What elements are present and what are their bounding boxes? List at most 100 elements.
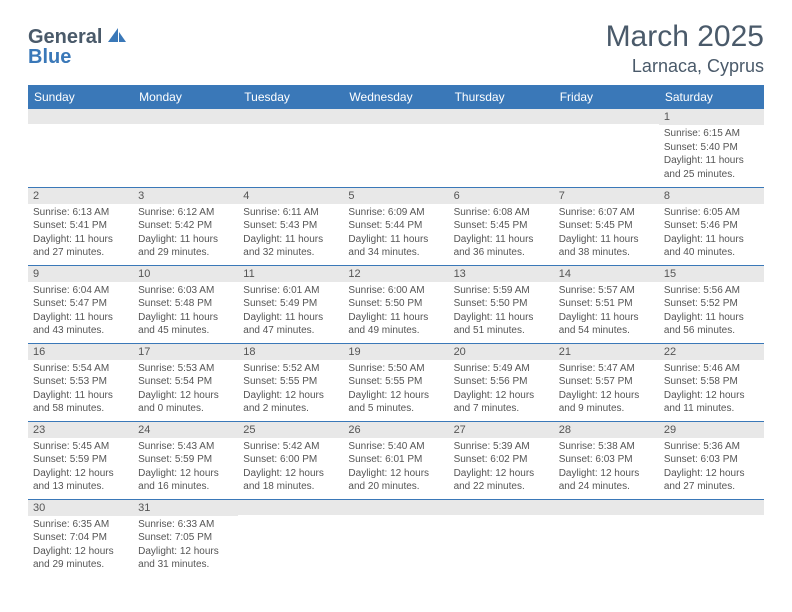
day-detail: Sunrise: 6:12 AMSunset: 5:42 PMDaylight:…: [133, 204, 238, 264]
weekday-header: Tuesday: [238, 85, 343, 109]
day-number: [238, 109, 343, 124]
day-detail-line: Sunrise: 5:36 AM: [664, 440, 759, 454]
logo-text-blue: Blue: [28, 46, 71, 68]
day-detail-line: and 2 minutes.: [243, 402, 338, 416]
day-number: 11: [238, 266, 343, 282]
day-detail-line: and 9 minutes.: [559, 402, 654, 416]
day-number: [133, 109, 238, 124]
day-number: 22: [659, 344, 764, 360]
day-number: 2: [28, 188, 133, 204]
day-detail-line: Sunrise: 5:38 AM: [559, 440, 654, 454]
day-detail-line: Sunset: 5:42 PM: [138, 219, 233, 233]
day-detail-line: Sunset: 7:05 PM: [138, 531, 233, 545]
day-number: [238, 500, 343, 515]
day-detail-line: Daylight: 11 hours: [664, 154, 759, 168]
weekday-header: Thursday: [449, 85, 554, 109]
calendar-day-cell: 9Sunrise: 6:04 AMSunset: 5:47 PMDaylight…: [28, 265, 133, 343]
calendar-day-cell: 5Sunrise: 6:09 AMSunset: 5:44 PMDaylight…: [343, 187, 448, 265]
day-detail-line: Sunset: 6:00 PM: [243, 453, 338, 467]
day-detail-line: Sunrise: 6:33 AM: [138, 518, 233, 532]
day-detail-line: Sunset: 5:53 PM: [33, 375, 128, 389]
day-detail-line: Daylight: 11 hours: [559, 233, 654, 247]
day-number: 21: [554, 344, 659, 360]
day-number: 7: [554, 188, 659, 204]
calendar-day-cell: [238, 109, 343, 187]
day-detail-line: Daylight: 11 hours: [454, 233, 549, 247]
day-detail-line: Daylight: 12 hours: [348, 389, 443, 403]
day-detail: Sunrise: 5:53 AMSunset: 5:54 PMDaylight:…: [133, 360, 238, 420]
day-detail: Sunrise: 6:13 AMSunset: 5:41 PMDaylight:…: [28, 204, 133, 264]
day-detail-line: Sunset: 5:55 PM: [348, 375, 443, 389]
day-detail-line: and 31 minutes.: [138, 558, 233, 572]
calendar-day-cell: 12Sunrise: 6:00 AMSunset: 5:50 PMDayligh…: [343, 265, 448, 343]
day-detail-line: Daylight: 11 hours: [33, 233, 128, 247]
day-detail-line: Daylight: 12 hours: [454, 389, 549, 403]
location: Larnaca, Cyprus: [606, 56, 764, 77]
day-number: 17: [133, 344, 238, 360]
day-detail: [238, 124, 343, 130]
day-detail-line: Daylight: 11 hours: [664, 311, 759, 325]
calendar-day-cell: [554, 109, 659, 187]
day-detail-line: and 29 minutes.: [33, 558, 128, 572]
calendar-day-cell: 16Sunrise: 5:54 AMSunset: 5:53 PMDayligh…: [28, 343, 133, 421]
day-detail: Sunrise: 6:04 AMSunset: 5:47 PMDaylight:…: [28, 282, 133, 342]
day-detail: Sunrise: 5:38 AMSunset: 6:03 PMDaylight:…: [554, 438, 659, 498]
day-detail: Sunrise: 6:05 AMSunset: 5:46 PMDaylight:…: [659, 204, 764, 264]
day-detail: [554, 515, 659, 521]
day-number: 6: [449, 188, 554, 204]
day-detail-line: and 0 minutes.: [138, 402, 233, 416]
calendar-day-cell: 23Sunrise: 5:45 AMSunset: 5:59 PMDayligh…: [28, 421, 133, 499]
day-detail-line: Sunrise: 5:56 AM: [664, 284, 759, 298]
weekday-header-row: Sunday Monday Tuesday Wednesday Thursday…: [28, 85, 764, 109]
day-detail-line: Daylight: 11 hours: [138, 311, 233, 325]
day-detail-line: Sunrise: 5:49 AM: [454, 362, 549, 376]
day-number: 18: [238, 344, 343, 360]
day-detail: Sunrise: 6:09 AMSunset: 5:44 PMDaylight:…: [343, 204, 448, 264]
day-detail-line: and 7 minutes.: [454, 402, 549, 416]
day-detail-line: Daylight: 11 hours: [138, 233, 233, 247]
calendar-week-row: 23Sunrise: 5:45 AMSunset: 5:59 PMDayligh…: [28, 421, 764, 499]
day-detail-line: Sunrise: 6:04 AM: [33, 284, 128, 298]
calendar-day-cell: [659, 499, 764, 577]
calendar-day-cell: 21Sunrise: 5:47 AMSunset: 5:57 PMDayligh…: [554, 343, 659, 421]
day-detail-line: and 54 minutes.: [559, 324, 654, 338]
calendar-day-cell: 26Sunrise: 5:40 AMSunset: 6:01 PMDayligh…: [343, 421, 448, 499]
calendar-day-cell: 29Sunrise: 5:36 AMSunset: 6:03 PMDayligh…: [659, 421, 764, 499]
day-detail: Sunrise: 5:57 AMSunset: 5:51 PMDaylight:…: [554, 282, 659, 342]
day-detail: Sunrise: 5:50 AMSunset: 5:55 PMDaylight:…: [343, 360, 448, 420]
day-number: 15: [659, 266, 764, 282]
day-number: 9: [28, 266, 133, 282]
day-detail-line: Sunrise: 6:35 AM: [33, 518, 128, 532]
day-detail-line: Sunrise: 5:45 AM: [33, 440, 128, 454]
day-detail: Sunrise: 5:54 AMSunset: 5:53 PMDaylight:…: [28, 360, 133, 420]
day-detail-line: Daylight: 12 hours: [664, 467, 759, 481]
day-detail-line: Sunrise: 6:13 AM: [33, 206, 128, 220]
day-detail-line: and 49 minutes.: [348, 324, 443, 338]
day-detail-line: Daylight: 11 hours: [348, 233, 443, 247]
calendar-day-cell: 10Sunrise: 6:03 AMSunset: 5:48 PMDayligh…: [133, 265, 238, 343]
day-number: [343, 109, 448, 124]
day-detail-line: and 20 minutes.: [348, 480, 443, 494]
calendar-day-cell: 3Sunrise: 6:12 AMSunset: 5:42 PMDaylight…: [133, 187, 238, 265]
day-detail: Sunrise: 6:35 AMSunset: 7:04 PMDaylight:…: [28, 516, 133, 576]
day-detail-line: Daylight: 12 hours: [243, 467, 338, 481]
day-detail-line: Sunset: 5:40 PM: [664, 141, 759, 155]
day-detail: Sunrise: 6:11 AMSunset: 5:43 PMDaylight:…: [238, 204, 343, 264]
day-detail-line: and 36 minutes.: [454, 246, 549, 260]
calendar-day-cell: 18Sunrise: 5:52 AMSunset: 5:55 PMDayligh…: [238, 343, 343, 421]
day-detail-line: Sunrise: 6:07 AM: [559, 206, 654, 220]
calendar-table: Sunday Monday Tuesday Wednesday Thursday…: [28, 85, 764, 577]
calendar-day-cell: 28Sunrise: 5:38 AMSunset: 6:03 PMDayligh…: [554, 421, 659, 499]
day-detail: Sunrise: 5:59 AMSunset: 5:50 PMDaylight:…: [449, 282, 554, 342]
day-number: [449, 109, 554, 124]
day-number: 10: [133, 266, 238, 282]
day-detail-line: Sunrise: 5:54 AM: [33, 362, 128, 376]
calendar-day-cell: [449, 109, 554, 187]
day-detail-line: Daylight: 12 hours: [138, 389, 233, 403]
calendar-day-cell: 30Sunrise: 6:35 AMSunset: 7:04 PMDayligh…: [28, 499, 133, 577]
day-detail-line: and 25 minutes.: [664, 168, 759, 182]
day-detail-line: and 29 minutes.: [138, 246, 233, 260]
day-detail-line: and 18 minutes.: [243, 480, 338, 494]
day-detail-line: and 24 minutes.: [559, 480, 654, 494]
day-detail-line: Sunrise: 6:03 AM: [138, 284, 233, 298]
